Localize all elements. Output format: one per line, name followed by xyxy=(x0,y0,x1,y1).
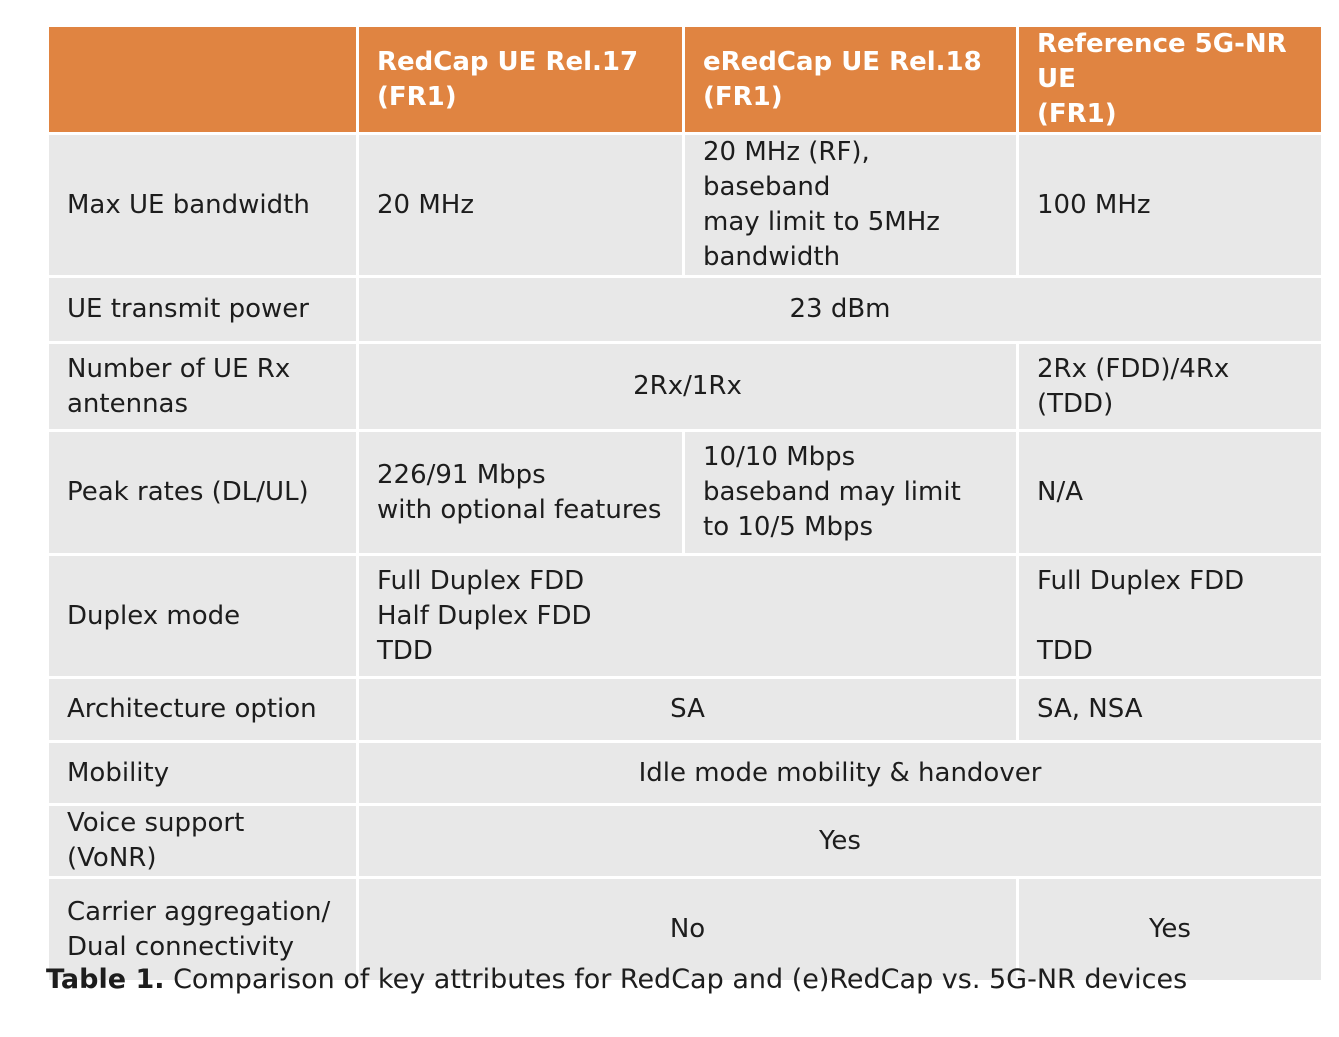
caption-label: Table 1. xyxy=(46,964,165,995)
header-redcap-rel17: RedCap UE Rel.17 (FR1) xyxy=(356,24,685,135)
caption-text: Comparison of key attributes for RedCap … xyxy=(164,964,1188,995)
row-label: UE transmit power xyxy=(46,275,359,344)
row-label: Duplex mode xyxy=(46,553,359,679)
table-row: Voice support (VoNR) Yes xyxy=(46,803,1324,879)
row-label: Mobility xyxy=(46,740,359,806)
table-row: Mobility Idle mode mobility & handover xyxy=(46,740,1324,806)
cell-redcap-eredcap: Full Duplex FDD Half Duplex FDD TDD xyxy=(356,553,1019,679)
row-label: Carrier aggregation/ Dual connectivity xyxy=(46,876,359,983)
cell-eredcap: 20 MHz (RF), baseband may limit to 5MHz … xyxy=(682,132,1019,278)
cell-all-devices: 23 dBm xyxy=(356,275,1324,344)
table-row: Architecture option SA SA, NSA xyxy=(46,676,1324,743)
cell-reference: 2Rx (FDD)/4Rx (TDD) xyxy=(1016,341,1324,432)
row-label: Peak rates (DL/UL) xyxy=(46,429,359,556)
header-reference-5g-nr: Reference 5G-NR UE (FR1) xyxy=(1016,24,1324,135)
cell-all-devices: Yes xyxy=(356,803,1324,879)
row-label: Voice support (VoNR) xyxy=(46,803,359,879)
cell-eredcap: 10/10 Mbps baseband may limit to 10/5 Mb… xyxy=(682,429,1019,556)
table-caption: Table 1. Comparison of key attributes fo… xyxy=(46,960,1187,1000)
cell-redcap: 20 MHz xyxy=(356,132,685,278)
comparison-table: RedCap UE Rel.17 (FR1) eRedCap UE Rel.18… xyxy=(46,24,1324,983)
cell-redcap-eredcap: SA xyxy=(356,676,1019,743)
cell-redcap-eredcap: 2Rx/1Rx xyxy=(356,341,1019,432)
table-row: Max UE bandwidth 20 MHz 20 MHz (RF), bas… xyxy=(46,132,1324,278)
table-row: Duplex mode Full Duplex FDD Half Duplex … xyxy=(46,553,1324,679)
cell-redcap: 226/91 Mbps with optional features xyxy=(356,429,685,556)
header-eredcap-rel18: eRedCap UE Rel.18 (FR1) xyxy=(682,24,1019,135)
cell-all-devices: Idle mode mobility & handover xyxy=(356,740,1324,806)
cell-reference: Full Duplex FDD TDD xyxy=(1016,553,1324,679)
row-label: Number of UE Rx antennas xyxy=(46,341,359,432)
table-row: Number of UE Rx antennas 2Rx/1Rx 2Rx (FD… xyxy=(46,341,1324,432)
row-label: Architecture option xyxy=(46,676,359,743)
cell-reference: N/A xyxy=(1016,429,1324,556)
table-row: UE transmit power 23 dBm xyxy=(46,275,1324,344)
cell-redcap-eredcap: No xyxy=(356,876,1019,983)
header-corner-cell xyxy=(46,24,359,135)
table-row: Carrier aggregation/ Dual connectivity N… xyxy=(46,876,1324,983)
cell-reference: 100 MHz xyxy=(1016,132,1324,278)
table-row: Peak rates (DL/UL) 226/91 Mbps with opti… xyxy=(46,429,1324,556)
table-header-row: RedCap UE Rel.17 (FR1) eRedCap UE Rel.18… xyxy=(46,24,1324,135)
cell-reference: Yes xyxy=(1016,876,1324,983)
row-label: Max UE bandwidth xyxy=(46,132,359,278)
cell-reference: SA, NSA xyxy=(1016,676,1324,743)
